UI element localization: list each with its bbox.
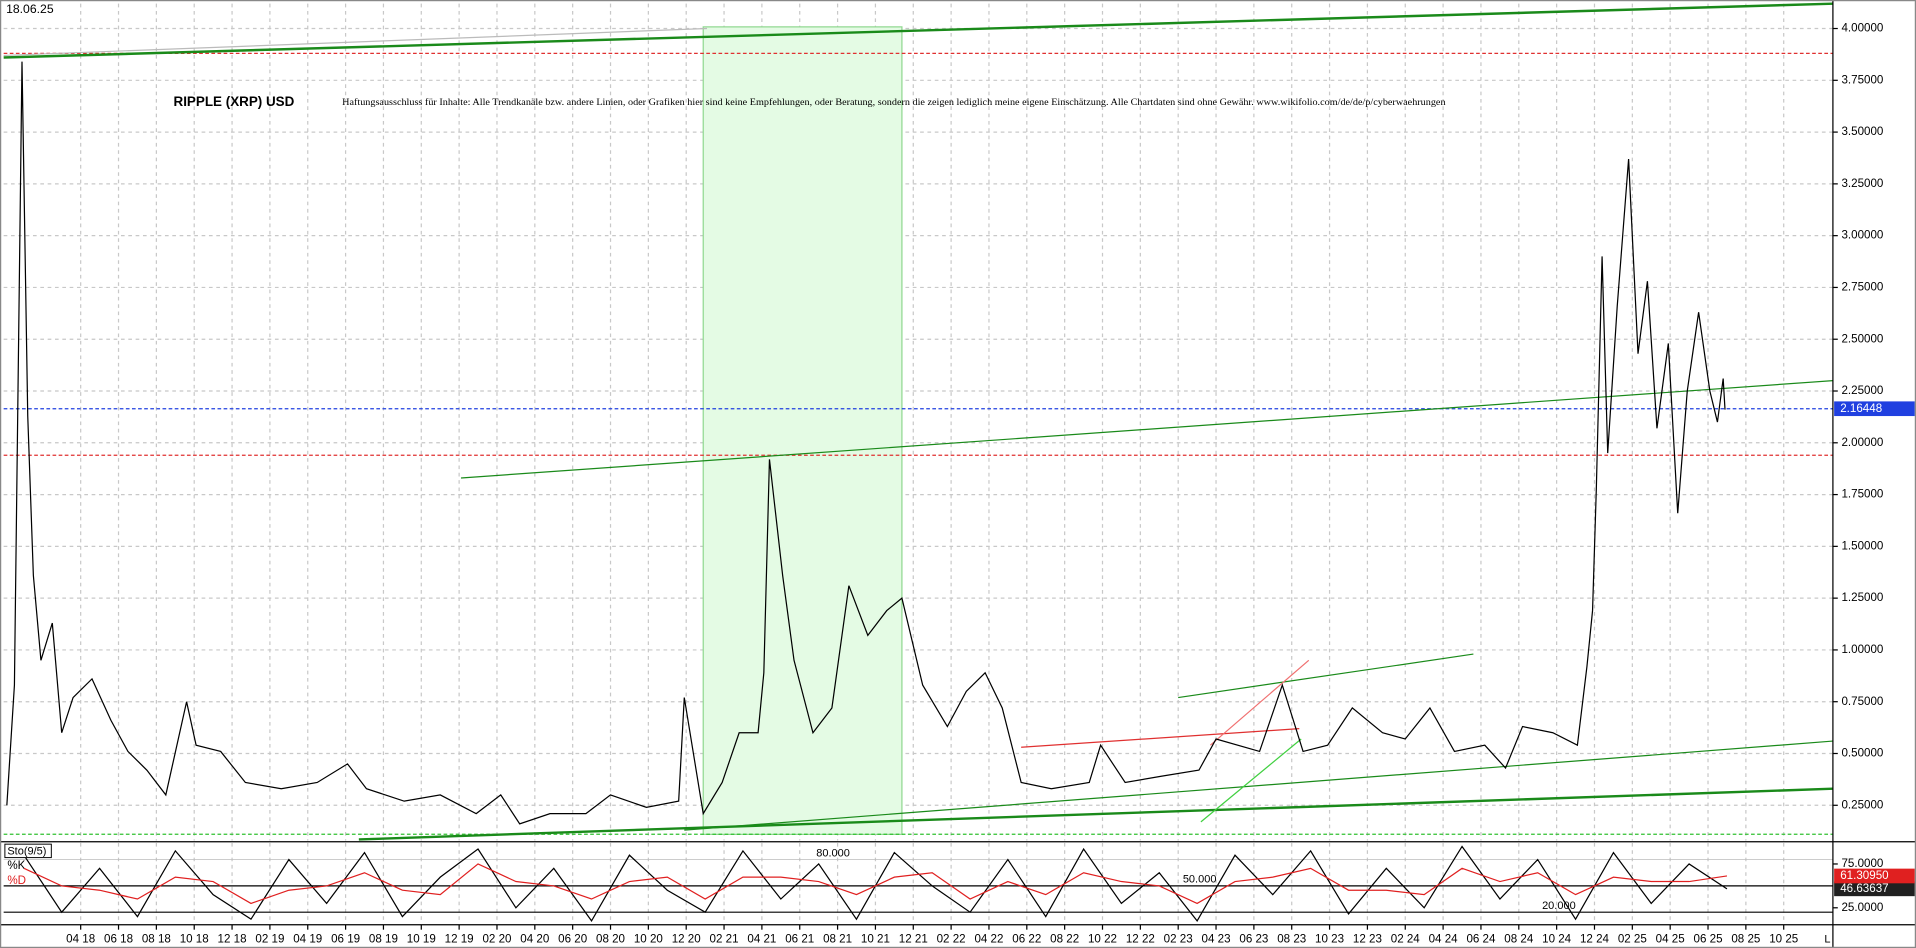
trend-line <box>1209 659 1310 746</box>
x-tick-label: 10 21 <box>861 933 890 946</box>
x-tick-label: 04 24 <box>1429 933 1459 946</box>
y-tick-label: 2.00000 <box>1841 436 1883 449</box>
x-tick-label: 06 23 <box>1239 933 1268 946</box>
y-tick-label: 2.50000 <box>1841 332 1883 345</box>
x-tick-label: 04 23 <box>1202 933 1231 946</box>
y-tick-label: 2.75000 <box>1841 281 1883 294</box>
x-tick-label: 10 22 <box>1088 933 1117 946</box>
y-tick-label: 1.25000 <box>1841 591 1883 604</box>
level-label: 80.000 <box>816 847 850 859</box>
y-tick-label: 2.25000 <box>1841 384 1883 397</box>
x-tick-label: 02 20 <box>482 933 511 946</box>
price-line <box>6 61 1726 825</box>
trend-line <box>1178 653 1474 699</box>
x-tick-label: 04 18 <box>66 933 95 946</box>
x-tick-label: 02 25 <box>1618 933 1647 946</box>
x-tick-label: 04 25 <box>1656 933 1685 946</box>
legend-label: %D <box>7 874 26 887</box>
x-tick-label: 08 19 <box>369 933 398 946</box>
x-tick-label: 12 19 <box>445 933 474 946</box>
trend-line <box>3 27 708 57</box>
y-tick-label: 1.75000 <box>1841 488 1883 501</box>
x-tick-label: 02 24 <box>1391 933 1421 946</box>
y-tick-label: 0.75000 <box>1841 695 1883 708</box>
x-tick-label: 02 22 <box>937 933 966 946</box>
x-tick-label: 06 20 <box>558 933 587 946</box>
x-tick-label: 12 21 <box>899 933 928 946</box>
x-tick-label: 12 23 <box>1353 933 1382 946</box>
trend-line <box>1021 728 1300 748</box>
value-label: 2.16448 <box>1840 402 1882 415</box>
x-tick-label: 08 18 <box>142 933 171 946</box>
x-tick-label: 08 22 <box>1050 933 1079 946</box>
x-tick-label: 06 22 <box>1012 933 1041 946</box>
x-tick-label: 06 25 <box>1694 933 1723 946</box>
x-tick-label: 08 24 <box>1504 933 1534 946</box>
value-label: 61.30950 <box>1840 869 1888 882</box>
level-label: 50.000 <box>1183 874 1217 886</box>
chart-title: RIPPLE (XRP) USD <box>174 94 295 109</box>
y-tick-label: 1.50000 <box>1841 539 1883 552</box>
x-tick-label: 10 20 <box>634 933 663 946</box>
trend-line <box>3 2 1833 59</box>
price-line <box>23 863 1728 905</box>
x-tick-label: 04 20 <box>520 933 549 946</box>
x-tick-label: 08 23 <box>1277 933 1306 946</box>
x-tick-label: 10 25 <box>1769 933 1798 946</box>
x-tick-label: 12 24 <box>1580 933 1610 946</box>
x-tick-label: 10 23 <box>1315 933 1344 946</box>
legend-label: %K <box>7 859 25 872</box>
x-tick-label: 06 21 <box>785 933 814 946</box>
y-tick-label: 3.25000 <box>1841 177 1883 190</box>
x-tick-label: 12 22 <box>1126 933 1155 946</box>
y-tick-label: 25.0000 <box>1841 901 1883 914</box>
value-box <box>1834 868 1915 884</box>
disclaimer: Haftungsausschluss für Inhalte: Alle Tre… <box>342 97 1446 108</box>
x-tick-label: 10 18 <box>180 933 209 946</box>
x-tick-label: 12 20 <box>672 933 701 946</box>
trend-line <box>358 787 1833 841</box>
y-tick-label: 75.0000 <box>1841 857 1883 870</box>
y-tick-label: 0.50000 <box>1841 747 1883 760</box>
x-tick-label: 06 24 <box>1466 933 1496 946</box>
axis-end-label: L <box>1824 933 1830 945</box>
x-tick-label: 10 19 <box>407 933 436 946</box>
x-tick-label: 04 19 <box>293 933 322 946</box>
value-box <box>1834 401 1915 417</box>
y-tick-label: 4.00000 <box>1841 22 1883 35</box>
y-tick-label: 0.25000 <box>1841 798 1883 811</box>
x-tick-label: 08 20 <box>596 933 625 946</box>
highlight-zone <box>702 26 903 835</box>
x-tick-label: 06 18 <box>104 933 133 946</box>
y-tick-label: 1.00000 <box>1841 643 1883 656</box>
x-tick-label: 12 18 <box>218 933 247 946</box>
trend-line <box>460 380 1833 479</box>
x-tick-label: 08 21 <box>823 933 852 946</box>
indicator-box <box>4 843 52 859</box>
y-tick-label: 3.50000 <box>1841 125 1883 138</box>
indicator-title: Sto(9/5) <box>7 845 46 857</box>
x-tick-label: 04 22 <box>974 933 1003 946</box>
date-label: 18.06.25 <box>6 2 54 16</box>
level-label: 20.000 <box>1542 900 1576 912</box>
x-tick-label: 04 21 <box>747 933 776 946</box>
value-box <box>1834 881 1915 897</box>
x-tick-label: 02 23 <box>1164 933 1193 946</box>
x-tick-label: 10 24 <box>1542 933 1572 946</box>
x-tick-label: 02 19 <box>255 933 284 946</box>
y-tick-label: 3.75000 <box>1841 73 1883 86</box>
y-tick-label: 3.00000 <box>1841 229 1883 242</box>
x-tick-label: 08 25 <box>1731 933 1760 946</box>
value-label: 46.63637 <box>1840 882 1888 895</box>
x-tick-label: 06 19 <box>331 933 360 946</box>
trend-line <box>1200 738 1302 823</box>
x-tick-label: 02 21 <box>710 933 739 946</box>
trend-line <box>684 740 1833 831</box>
layers: 04 18 06 18 08 18 10 18 12 18 02 19 04 19 06 19… <box>3 2 1915 946</box>
